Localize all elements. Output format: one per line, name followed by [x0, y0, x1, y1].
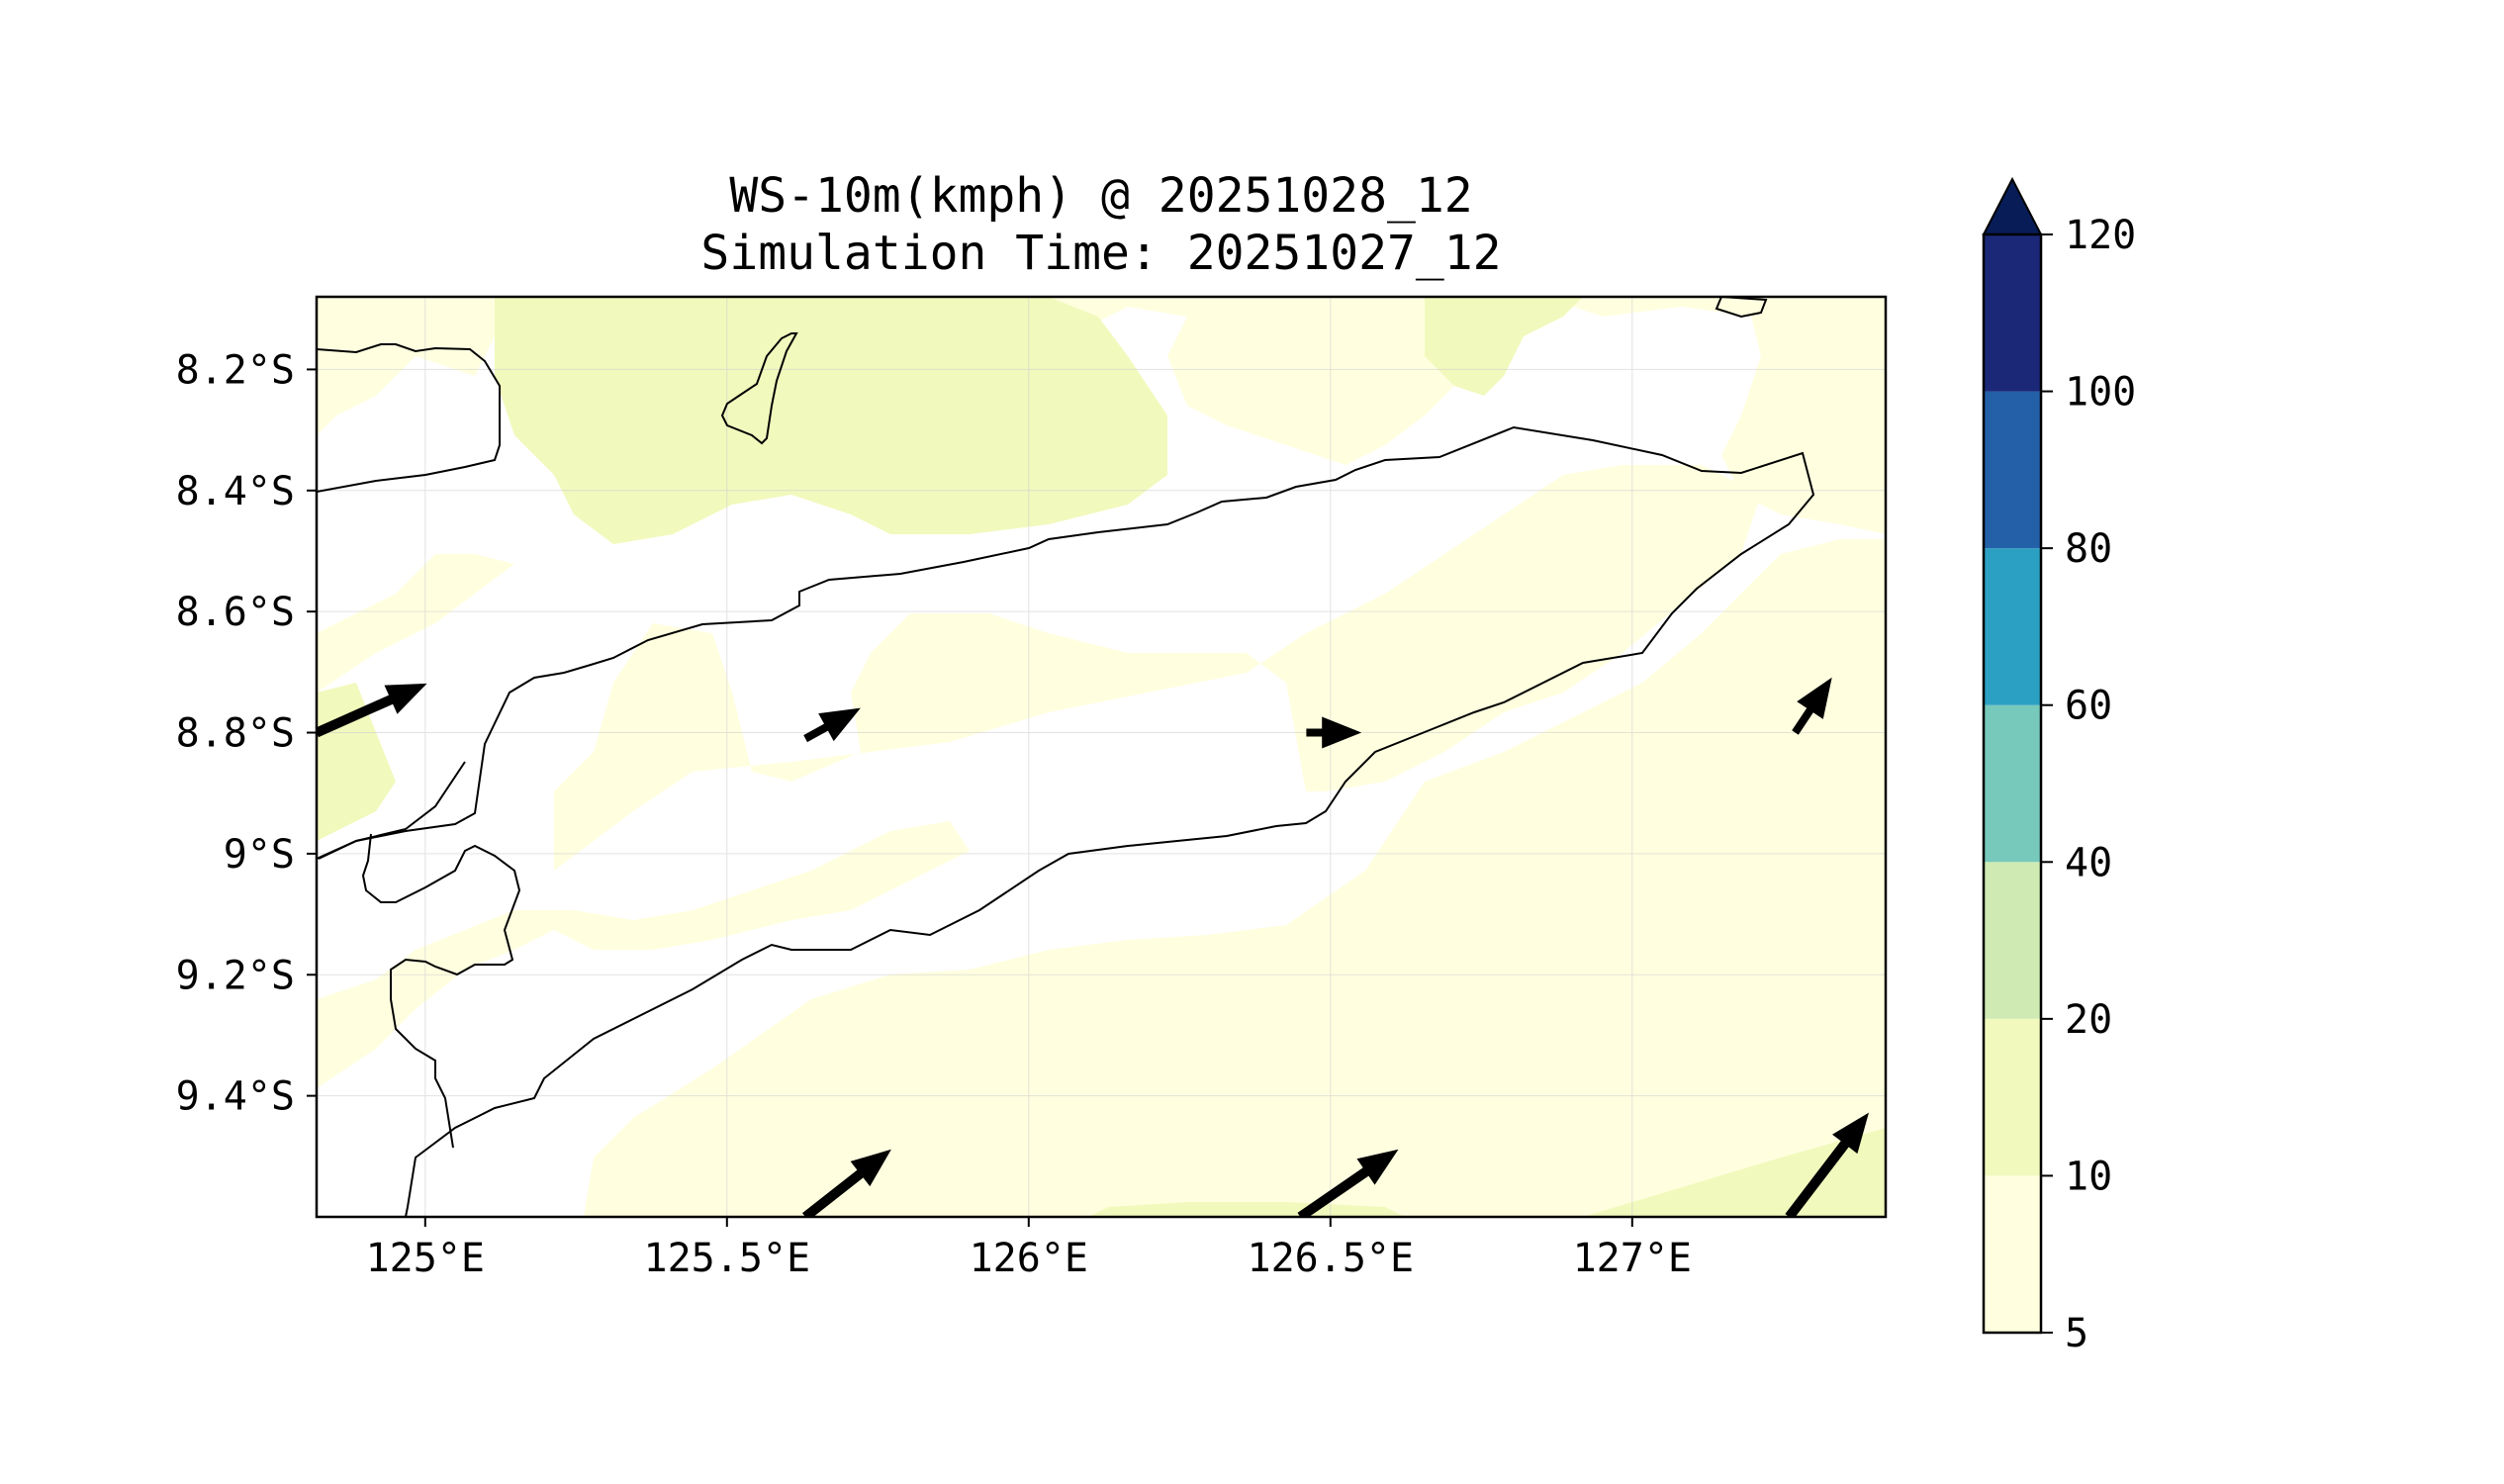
lat-tick-label-0: 8.2°S — [176, 347, 295, 393]
contour-10-20-south — [1088, 1202, 1405, 1217]
contour-5-10-sw — [317, 821, 970, 1088]
contour-10-20-north — [495, 297, 1167, 544]
colorbar-label-5: 80 — [2065, 526, 2112, 572]
coastline-atauro — [720, 332, 798, 445]
graticule — [317, 297, 1886, 1217]
lat-tick-label-3: 8.8°S — [176, 711, 295, 757]
wind-speed-contours — [317, 297, 1886, 1217]
contour-5-10-south — [584, 539, 1886, 1217]
colorbar-frame — [1982, 232, 2043, 1335]
lon-tick-label-0: 125°E — [366, 1236, 485, 1281]
lat-tick-label-1: 8.4°S — [176, 469, 295, 514]
longitude-axis: 125°E 125.5°E 126°E 126.5°E 127°E — [366, 1217, 1692, 1281]
coastline-timor-west-coast — [317, 761, 466, 860]
colorbar-segment-6 — [1984, 234, 2041, 392]
colorbar-label-2: 20 — [2065, 997, 2112, 1043]
contour-5-10-centre — [554, 465, 1761, 871]
colorbar-segment-2 — [1984, 862, 2041, 1019]
wind-arrow-6 — [1785, 1112, 1869, 1217]
lat-tick-label-2: 8.6°S — [176, 590, 295, 635]
wind-arrow-0 — [317, 683, 427, 738]
latitude-axis: 8.2°S 8.4°S 8.6°S 8.8°S 9°S 9.2°S 9.4°S — [176, 347, 317, 1120]
lon-tick-label-4: 127°E — [1573, 1236, 1692, 1281]
colorbar-segment-5 — [1984, 391, 2041, 549]
wind-vectors — [317, 677, 1869, 1217]
lon-tick-label-2: 126°E — [970, 1236, 1088, 1281]
colorbar-label-7: 120 — [2065, 213, 2136, 258]
colorbar: 5 10 20 40 60 80 100 120 — [1982, 176, 2136, 1356]
colorbar-segment-1 — [1984, 1018, 2041, 1176]
contour-5-10-north — [317, 297, 1886, 534]
colorbar-label-1: 10 — [2065, 1154, 2112, 1199]
wind-arrow-3 — [1792, 677, 1832, 735]
coastline-ne-islet — [1715, 297, 1768, 319]
lat-tick-label-6: 9.4°S — [176, 1074, 295, 1120]
colorbar-segment-0 — [1984, 1175, 2041, 1333]
wind-arrow-5 — [1297, 1149, 1399, 1217]
map-frame — [315, 295, 1888, 1219]
lat-tick-label-5: 9.2°S — [176, 953, 295, 998]
contour-10-20-ne — [1425, 297, 1583, 396]
contour-5-10-west — [317, 554, 514, 693]
coastline-timor-sw — [361, 833, 521, 1149]
colorbar-label-0: 5 — [2065, 1311, 2088, 1356]
colorbar-label-3: 40 — [2065, 840, 2112, 885]
lon-tick-label-1: 125.5°E — [644, 1236, 811, 1281]
wind-arrow-1 — [803, 707, 861, 743]
coastline-wetar-west — [317, 343, 501, 493]
colorbar-label-6: 100 — [2065, 370, 2136, 416]
coastline-timor-north — [318, 425, 1815, 1217]
title-line-2: Simulation Time: 20251027_12 — [700, 226, 1501, 281]
colorbar-label-4: 60 — [2065, 684, 2112, 729]
coastlines — [317, 297, 1815, 1217]
colorbar-segment-4 — [1984, 548, 2041, 705]
title-line-1: WS-10m(kmph) @ 20251028_12 — [729, 168, 1472, 224]
wind-arrow-2 — [1306, 716, 1362, 749]
lat-tick-label-4: 9°S — [224, 832, 295, 878]
wind-arrow-4 — [802, 1149, 891, 1217]
map-panel — [317, 297, 1886, 1217]
colorbar-segment-3 — [1984, 704, 2041, 863]
lon-tick-label-3: 126.5°E — [1248, 1236, 1415, 1281]
colorbar-extend-arrow — [1982, 176, 2043, 235]
